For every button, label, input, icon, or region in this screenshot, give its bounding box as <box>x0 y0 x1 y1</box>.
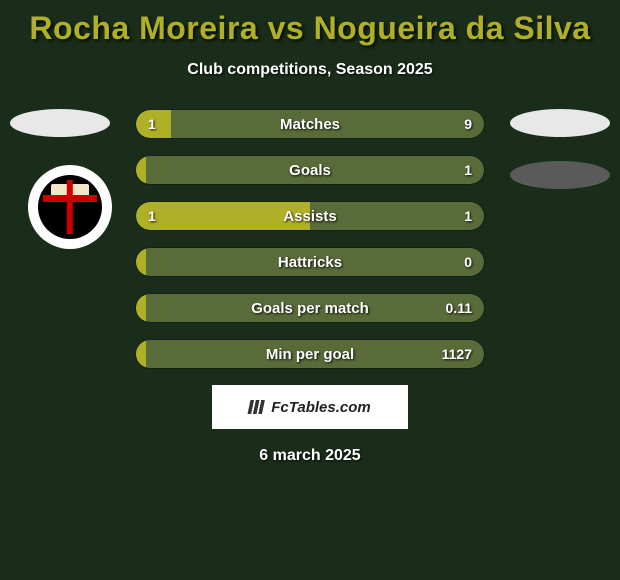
stat-value-left <box>136 248 160 276</box>
stat-value-left: 1 <box>136 110 168 138</box>
stat-value-left <box>136 340 160 368</box>
stat-value-left: 1 <box>136 202 168 230</box>
stat-value-right: 1127 <box>430 340 484 368</box>
stat-label: Goals <box>136 156 484 184</box>
stat-row: Goals1 <box>135 155 485 185</box>
stat-label: Assists <box>136 202 484 230</box>
stat-row: Min per goal1127 <box>135 339 485 369</box>
stat-row: Assists1 1 <box>135 201 485 231</box>
comparison-content: Matches19Goals1Assists11Hattricks0Goals … <box>0 109 620 369</box>
stat-value-right: 0.11 <box>434 294 484 322</box>
stat-value-left <box>136 294 160 322</box>
stat-value-right: 1 <box>452 156 484 184</box>
date-label: 6 march 2025 <box>0 447 620 465</box>
stat-value-right: 1 <box>452 202 484 230</box>
player-right-badge-top <box>510 109 610 137</box>
stat-label: Goals per match <box>136 294 484 322</box>
stat-row: Goals per match0.11 <box>135 293 485 323</box>
stat-row: Matches1 9 <box>135 109 485 139</box>
stat-label: Matches <box>136 110 484 138</box>
stat-bars: Matches19Goals1Assists11Hattricks0Goals … <box>135 109 485 369</box>
attribution-text: FcTables.com <box>271 399 370 416</box>
stat-value-right: 9 <box>452 110 484 138</box>
vasco-crest-icon <box>38 175 102 239</box>
player-right-badge-bottom <box>510 161 610 189</box>
page-subtitle: Club competitions, Season 2025 <box>0 61 620 79</box>
stat-value-right: 0 <box>452 248 484 276</box>
fctables-logo-icon <box>248 400 269 414</box>
stat-value-left <box>136 156 160 184</box>
stat-row: Hattricks0 <box>135 247 485 277</box>
club-badge-left <box>28 165 112 249</box>
player-left-badge-top <box>10 109 110 137</box>
stat-label: Hattricks <box>136 248 484 276</box>
attribution-badge: FcTables.com <box>212 385 408 429</box>
page-title: Rocha Moreira vs Nogueira da Silva <box>0 0 620 47</box>
